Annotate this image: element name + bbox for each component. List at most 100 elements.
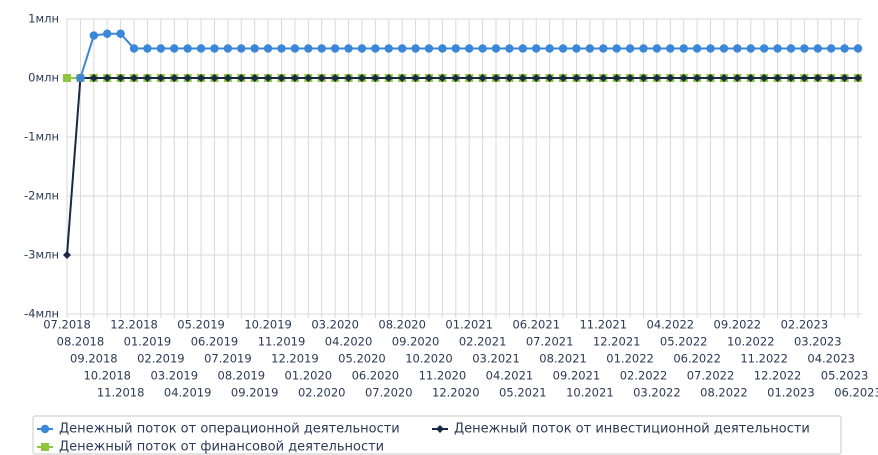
x-tick-label: 08.2022: [700, 386, 748, 400]
point: [692, 44, 702, 53]
point: [237, 74, 246, 82]
x-tick-label: 06.2019: [191, 335, 239, 349]
x-tick-label: 09.2021: [553, 369, 601, 383]
point: [357, 44, 367, 53]
point: [63, 74, 71, 82]
point: [397, 44, 407, 53]
point: [371, 74, 380, 82]
point: [666, 44, 675, 53]
point: [183, 74, 192, 82]
point: [599, 74, 608, 82]
point: [398, 74, 407, 82]
point: [210, 44, 219, 53]
point: [143, 44, 152, 53]
x-tick-label: 06.2021: [512, 318, 560, 332]
x-tick-label: 08.2020: [378, 318, 426, 332]
point: [344, 74, 353, 82]
point: [317, 44, 326, 53]
point: [853, 44, 863, 53]
x-tick-label: 11.2021: [579, 318, 627, 332]
point: [760, 74, 769, 82]
x-tick-label: 04.2021: [486, 369, 534, 383]
point: [384, 74, 393, 82]
point: [826, 44, 836, 53]
point: [733, 74, 742, 82]
point: [840, 44, 849, 53]
legend-label: Денежный поток от финансовой деятельност…: [59, 440, 384, 455]
point: [652, 74, 661, 82]
point: [532, 44, 541, 53]
point: [505, 74, 514, 82]
x-tick-label: 07.2018: [43, 318, 91, 332]
point: [103, 74, 112, 82]
point: [545, 44, 554, 53]
x-tick-label: 08.2021: [539, 352, 587, 366]
point: [424, 44, 434, 53]
point: [491, 44, 501, 53]
x-tick-label: 03.2020: [311, 318, 359, 332]
point: [813, 74, 822, 82]
point: [719, 74, 728, 82]
x-tick-label: 12.2018: [110, 318, 158, 332]
point: [719, 44, 729, 53]
x-tick-label: 07.2022: [687, 369, 735, 383]
x-tick-label: 10.2018: [83, 369, 131, 383]
point: [518, 44, 528, 53]
point: [210, 74, 219, 82]
point: [505, 44, 514, 53]
point: [411, 44, 420, 53]
point: [451, 74, 460, 82]
point: [652, 44, 662, 53]
point: [612, 44, 621, 53]
point: [290, 44, 300, 53]
point: [800, 44, 809, 53]
point: [800, 74, 809, 82]
x-tick-label: 05.2023: [821, 369, 869, 383]
point: [438, 44, 447, 53]
y-tick-label: -1млн: [24, 130, 59, 144]
point: [197, 74, 206, 82]
point: [572, 44, 581, 53]
point: [264, 74, 273, 82]
point: [465, 44, 474, 53]
point: [438, 74, 447, 82]
x-tick-label: 02.2019: [137, 352, 185, 366]
point: [317, 74, 326, 82]
point: [89, 74, 98, 82]
point: [840, 74, 849, 82]
x-tick-label: 05.2022: [660, 335, 708, 349]
point: [304, 44, 313, 53]
point: [478, 74, 487, 82]
point: [639, 74, 648, 82]
point: [666, 74, 675, 82]
x-tick-label: 02.2022: [620, 369, 668, 383]
x-tick-label: 06.2020: [352, 369, 400, 383]
point: [451, 44, 460, 53]
x-tick-label: 07.2019: [204, 352, 252, 366]
point: [304, 74, 313, 82]
point: [773, 44, 782, 53]
point: [371, 44, 380, 53]
x-tick-label: 02.2023: [781, 318, 829, 332]
point: [330, 44, 340, 53]
point: [129, 44, 139, 53]
point: [612, 74, 621, 82]
legend-label: Денежный поток от операционной деятельно…: [59, 422, 400, 437]
point: [277, 44, 286, 53]
point: [357, 74, 366, 82]
point: [277, 74, 286, 82]
point: [759, 44, 769, 53]
point: [733, 44, 742, 53]
point: [679, 44, 688, 53]
point: [344, 44, 353, 53]
x-tick-label: 12.2021: [593, 335, 641, 349]
x-tick-label: 05.2020: [338, 352, 386, 366]
x-tick-label: 05.2019: [177, 318, 225, 332]
x-tick-label: 04.2022: [647, 318, 695, 332]
y-tick-label: -3млн: [24, 248, 59, 262]
point: [706, 44, 715, 53]
x-tick-label: 12.2020: [432, 386, 480, 400]
point: [786, 74, 795, 82]
point: [599, 44, 608, 53]
point: [237, 44, 246, 53]
